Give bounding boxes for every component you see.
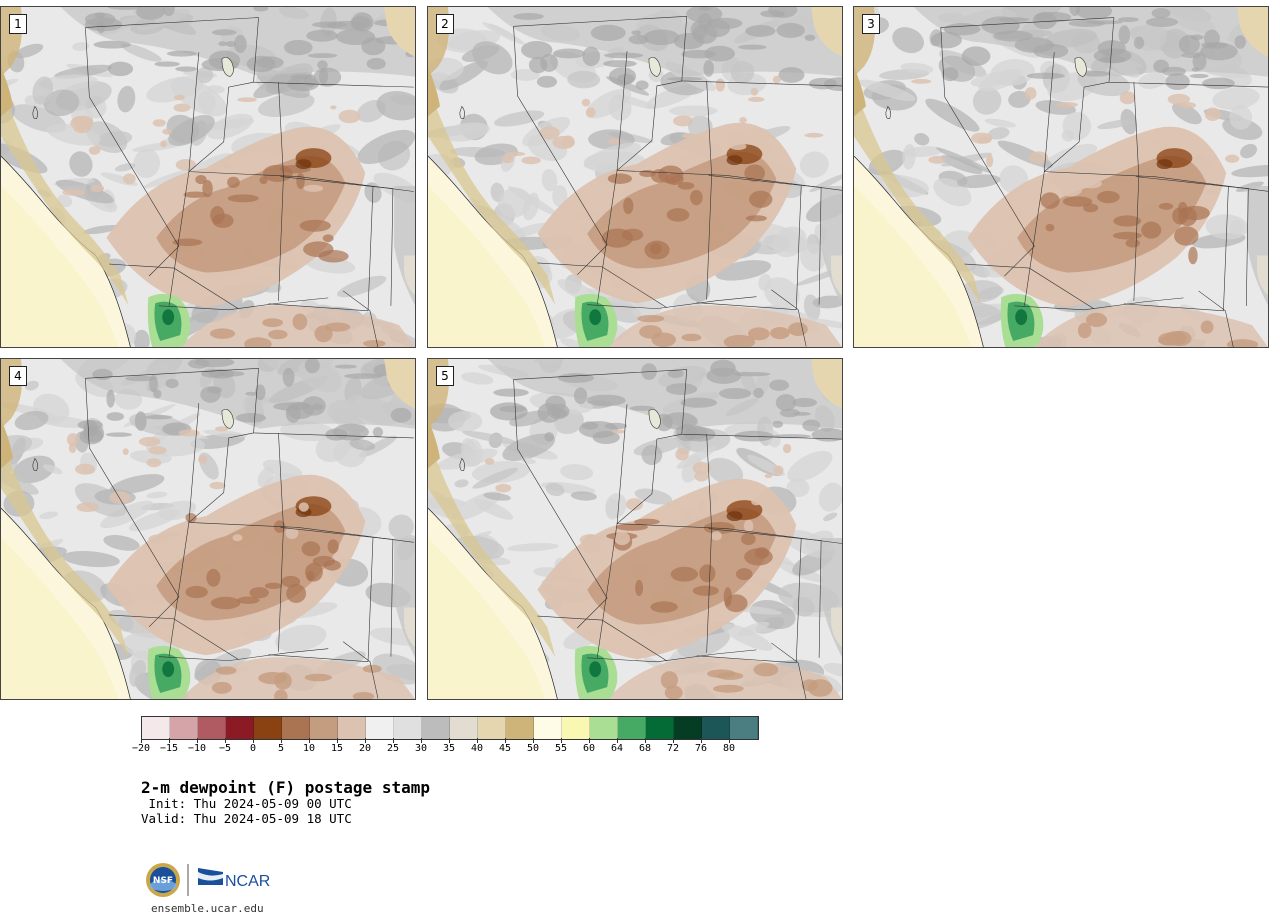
init-time: Init: Thu 2024-05-09 00 UTC <box>141 796 352 811</box>
colorbar-tick-mark <box>617 738 618 743</box>
colorbar-tick-label: 5 <box>277 743 285 754</box>
colorbar-tick-mark <box>309 738 310 743</box>
colorbar-swatch <box>730 717 758 739</box>
colorbar-swatch <box>450 717 478 739</box>
colorbar-tick-label: 20 <box>358 743 372 754</box>
colorbar-swatch <box>590 717 618 739</box>
colorbar-swatch <box>422 717 450 739</box>
colorbar-tick-label: 40 <box>470 743 484 754</box>
logos: NSF NCAR <box>146 863 270 897</box>
colorbar-swatch <box>562 717 590 739</box>
nsf-logo-icon: NSF <box>146 863 180 897</box>
colorbar-tick-label: 45 <box>498 743 512 754</box>
colorbar-tick-label: 10 <box>302 743 316 754</box>
colorbar-tick-label: 68 <box>638 743 652 754</box>
colorbar-tick-mark <box>673 738 674 743</box>
map-panel-3: 3 <box>853 6 1269 348</box>
colorbar-swatch <box>198 717 226 739</box>
colorbar-tick-label: 64 <box>610 743 624 754</box>
dewpoint-map <box>428 359 842 699</box>
map-panel-2: 2 <box>427 6 843 348</box>
colorbar-tick-label: −5 <box>218 743 232 754</box>
nsf-logo-text: NSF <box>153 876 173 886</box>
colorbar-swatch <box>534 717 562 739</box>
colorbar <box>141 716 759 740</box>
colorbar-tick-label: 50 <box>526 743 540 754</box>
colorbar-tick-label: 60 <box>582 743 596 754</box>
colorbar-swatch <box>618 717 646 739</box>
map-panel-1: 1 <box>0 6 416 348</box>
colorbar-tick-label: 76 <box>694 743 708 754</box>
colorbar-tick-label: 0 <box>249 743 257 754</box>
colorbar-swatch <box>338 717 366 739</box>
panel-number-label: 5 <box>436 366 454 386</box>
colorbar-swatch <box>394 717 422 739</box>
dewpoint-map <box>428 7 842 347</box>
colorbar-tick-mark <box>561 738 562 743</box>
colorbar-swatch <box>478 717 506 739</box>
colorbar-swatch <box>674 717 702 739</box>
colorbar-tick-mark <box>225 738 226 743</box>
website-url: ensemble.ucar.edu <box>151 902 264 915</box>
colorbar-tick-mark <box>421 738 422 743</box>
colorbar-tick-label: −10 <box>187 743 207 754</box>
colorbar-swatch <box>310 717 338 739</box>
colorbar-tick-label: −15 <box>159 743 179 754</box>
colorbar-tick-label: 30 <box>414 743 428 754</box>
colorbar-tick-mark <box>365 738 366 743</box>
colorbar-tick-label: 55 <box>554 743 568 754</box>
valid-time: Valid: Thu 2024-05-09 18 UTC <box>141 811 352 826</box>
colorbar-tick-mark <box>197 738 198 743</box>
colorbar-tick-mark <box>393 738 394 743</box>
colorbar-ticks: −20 −15 −10 −5 0 5 10 15 20 25 30 35 40 45 50 55 60 64 68 7… <box>132 738 761 758</box>
colorbar-tick-label: −20 <box>131 743 151 754</box>
map-panel-5: 5 <box>427 358 843 700</box>
dewpoint-map <box>1 7 415 347</box>
colorbar-tick-label: 25 <box>386 743 400 754</box>
colorbar-swatch <box>646 717 674 739</box>
colorbar-tick-label: 80 <box>722 743 736 754</box>
panel-number-label: 1 <box>9 14 27 34</box>
colorbar-tick-mark <box>141 738 142 743</box>
colorbar-tick-mark <box>281 738 282 743</box>
colorbar-tick-mark <box>729 738 730 743</box>
colorbar-tick-label: 72 <box>666 743 680 754</box>
colorbar-tick-mark <box>701 738 702 743</box>
colorbar-swatch <box>142 717 170 739</box>
colorbar-swatch <box>282 717 310 739</box>
colorbar-tick-mark <box>477 738 478 743</box>
colorbar-tick-label: 35 <box>442 743 456 754</box>
panel-number-label: 2 <box>436 14 454 34</box>
colorbar-tick-mark <box>337 738 338 743</box>
colorbar-swatch <box>254 717 282 739</box>
colorbar-tick-mark <box>645 738 646 743</box>
colorbar-tick-mark <box>505 738 506 743</box>
dewpoint-map <box>854 7 1268 347</box>
colorbar-swatch <box>366 717 394 739</box>
colorbar-tick-mark <box>589 738 590 743</box>
colorbar-swatch <box>506 717 534 739</box>
colorbar-tick-label: 15 <box>330 743 344 754</box>
colorbar-swatch <box>226 717 254 739</box>
panel-number-label: 4 <box>9 366 27 386</box>
colorbar-tick-mark <box>253 738 254 743</box>
map-panel-4: 4 <box>0 358 416 700</box>
ncar-logo-text: NCAR <box>225 873 270 890</box>
colorbar-swatch <box>702 717 730 739</box>
colorbar-tick-mark <box>533 738 534 743</box>
dewpoint-map <box>1 359 415 699</box>
colorbar-tick-mark <box>169 738 170 743</box>
colorbar-tick-mark <box>449 738 450 743</box>
plot-title: 2-m dewpoint (F) postage stamp <box>141 778 430 797</box>
colorbar-swatch <box>170 717 198 739</box>
panel-number-label: 3 <box>862 14 880 34</box>
ncar-logo-icon: NCAR <box>198 868 270 890</box>
